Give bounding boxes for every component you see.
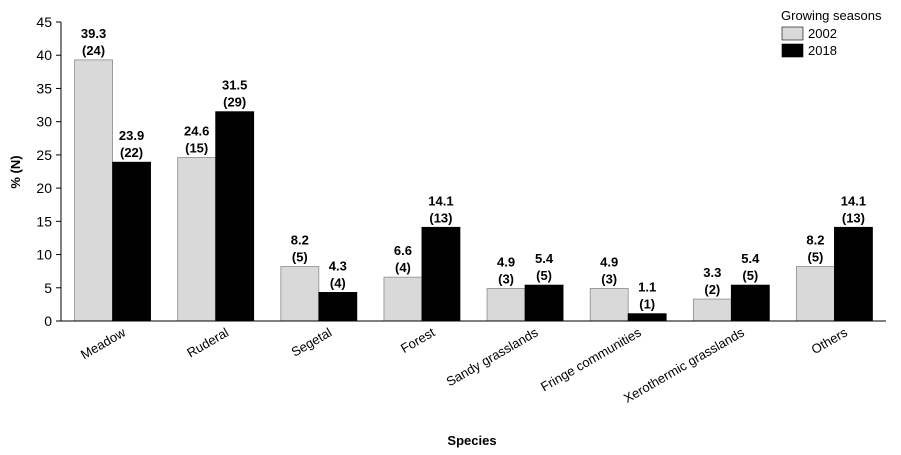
data-label-value: 24.6 — [184, 124, 209, 139]
y-tick-label: 40 — [36, 47, 52, 63]
y-tick-label: 10 — [36, 247, 52, 263]
bar-2002-segetal — [280, 266, 320, 322]
data-label-value: 14.1 — [841, 193, 866, 208]
data-label-value: 8.2 — [806, 233, 824, 248]
x-axis-title: Species — [447, 433, 496, 448]
y-tick-label: 25 — [36, 147, 52, 163]
bar-2018-segetal — [318, 292, 358, 322]
data-label-value: 8.2 — [291, 233, 309, 248]
data-label-count: (22) — [120, 145, 143, 160]
bar-2018-meadow — [112, 161, 151, 322]
data-label-value: 5.4 — [535, 251, 554, 266]
x-tick-label: Others — [809, 324, 851, 357]
legend-swatch-2018 — [781, 43, 804, 58]
data-label-count: (5) — [536, 268, 552, 283]
bar-2018-forest — [421, 226, 461, 322]
data-label-count: (4) — [330, 275, 346, 290]
bar-2018-fringe-communities — [627, 313, 667, 322]
x-tick-label: Forest — [398, 324, 438, 356]
legend-label-2002: 2002 — [808, 26, 837, 41]
y-axis: 0 5 10 15 20 25 30 35 40 45 — [36, 14, 62, 329]
bar-2018-xerothermic-grasslands — [730, 284, 770, 322]
data-label-value: 1.1 — [638, 280, 656, 295]
data-labels: 39.3 (24) 23.9 (22) 24.6 (15) 31.5 (29) 8.2 (5) 4.… — [81, 26, 866, 312]
data-label-value: 3.3 — [703, 265, 721, 280]
y-tick-label: 15 — [36, 213, 52, 229]
data-label-value: 5.4 — [741, 251, 760, 266]
data-label-value: 39.3 — [81, 26, 106, 41]
y-tick-label: 20 — [36, 180, 52, 196]
data-label-count: (1) — [639, 297, 655, 312]
y-tick-label: 0 — [44, 313, 52, 329]
bars — [74, 59, 873, 322]
data-label-count: (4) — [395, 260, 411, 275]
data-label-count: (3) — [601, 271, 617, 286]
data-label-count: (2) — [704, 282, 720, 297]
data-label-count: (29) — [223, 95, 246, 110]
x-tick-label: Ruderal — [184, 325, 231, 361]
x-tick-label: Fringe communities — [538, 324, 644, 394]
data-label-value: 4.9 — [600, 254, 618, 269]
bar-2018-sandy-grasslands — [524, 284, 564, 322]
y-axis-title: % (N) — [8, 155, 23, 188]
bar-2002-ruderal — [177, 157, 217, 322]
legend-swatch-2002 — [781, 26, 804, 41]
bar-2018-ruderal — [215, 111, 255, 322]
data-label-value: 31.5 — [222, 78, 247, 93]
x-tick-label: Meadow — [78, 324, 129, 362]
y-tick-label: 45 — [36, 14, 52, 30]
data-label-value: 14.1 — [428, 193, 453, 208]
y-tick-label: 30 — [36, 114, 52, 130]
bar-2002-meadow — [74, 59, 113, 322]
x-axis: Meadow Ruderal Segetal Forest Sandy grasslan… — [61, 320, 886, 406]
bar-2002-sandy-grasslands — [486, 288, 526, 322]
data-label-count: (15) — [185, 141, 208, 156]
bar-2002-forest — [383, 276, 423, 322]
legend-title: Growing seasons — [781, 8, 882, 23]
data-label-value: 23.9 — [119, 128, 144, 143]
legend: Growing seasons 2002 2018 — [781, 8, 882, 58]
data-label-count: (5) — [292, 250, 308, 265]
data-label-value: 6.6 — [394, 243, 412, 258]
x-tick-label: Sandy grasslands — [444, 324, 541, 389]
bar-2002-fringe-communities — [589, 288, 629, 322]
bar-2002-xerothermic-grasslands — [692, 298, 732, 322]
data-label-count: (24) — [82, 43, 105, 58]
data-label-count: (13) — [842, 210, 865, 225]
bar-2002-others — [796, 266, 835, 322]
bar-2018-others — [834, 226, 873, 322]
x-tick-label: Segetal — [289, 325, 335, 360]
data-label-count: (13) — [429, 210, 452, 225]
data-label-count: (3) — [498, 271, 514, 286]
data-label-count: (5) — [807, 250, 823, 265]
data-label-count: (5) — [742, 268, 758, 283]
y-tick-label: 5 — [44, 280, 52, 296]
data-label-value: 4.9 — [497, 254, 515, 269]
legend-label-2018: 2018 — [808, 43, 837, 58]
y-tick-label: 35 — [36, 80, 52, 96]
data-label-value: 4.3 — [329, 258, 347, 273]
